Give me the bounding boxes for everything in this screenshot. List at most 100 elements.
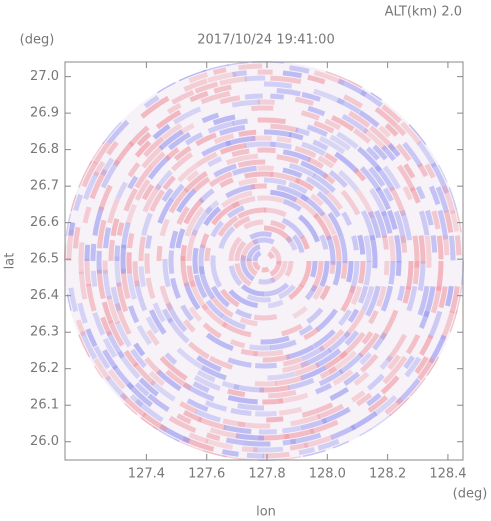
radar-texture bbox=[180, 244, 188, 262]
radar-texture bbox=[366, 373, 385, 391]
radar-texture bbox=[374, 164, 396, 192]
x-tick-label: 128.2 bbox=[369, 467, 406, 482]
radar-texture bbox=[75, 319, 87, 337]
y-tick-label: 26.7 bbox=[30, 179, 59, 194]
radar-texture bbox=[341, 211, 353, 226]
radar-texture bbox=[223, 424, 252, 435]
radar-texture bbox=[319, 211, 337, 236]
radar-texture bbox=[176, 413, 192, 425]
radar-texture bbox=[147, 393, 170, 413]
radar-texture bbox=[319, 284, 331, 301]
radar-texture bbox=[270, 75, 302, 85]
radar-texture bbox=[93, 357, 112, 382]
radar-texture bbox=[159, 218, 170, 237]
radar-texture bbox=[188, 306, 203, 322]
radar-texture bbox=[107, 119, 130, 144]
radar-texture bbox=[134, 140, 152, 158]
radar-texture bbox=[134, 398, 164, 423]
radar-texture bbox=[128, 125, 150, 147]
radar-texture bbox=[107, 197, 121, 224]
radar-texture bbox=[268, 389, 297, 399]
radar-texture bbox=[288, 181, 308, 195]
radar-texture bbox=[387, 354, 402, 371]
radar-texture bbox=[363, 260, 372, 286]
radar-texture bbox=[238, 63, 263, 71]
radar-texture bbox=[351, 235, 359, 251]
radar-texture bbox=[221, 449, 239, 457]
radar-texture bbox=[278, 406, 303, 416]
radar-texture bbox=[394, 234, 402, 263]
radar-texture bbox=[73, 193, 83, 212]
radar-texture bbox=[196, 355, 222, 373]
radar-texture bbox=[84, 244, 91, 262]
radar-texture bbox=[368, 166, 386, 188]
radar-texture bbox=[395, 143, 412, 162]
radar-texture bbox=[142, 183, 162, 213]
radar-texture bbox=[162, 258, 171, 288]
radar-texture bbox=[235, 433, 265, 441]
radar-texture bbox=[138, 266, 147, 288]
radar-texture bbox=[288, 162, 316, 179]
radar-texture bbox=[409, 186, 421, 204]
radar-texture bbox=[230, 407, 252, 416]
radar-texture bbox=[441, 185, 456, 215]
radar-texture bbox=[289, 442, 309, 451]
radar-texture bbox=[119, 392, 147, 418]
radar-texture bbox=[188, 432, 209, 444]
radar-texture bbox=[281, 323, 303, 337]
radar-texture bbox=[140, 95, 170, 119]
radar-texture bbox=[106, 295, 121, 325]
radar-texture bbox=[187, 341, 210, 360]
radar-texture bbox=[275, 375, 303, 386]
radar-texture bbox=[270, 220, 287, 231]
radar-texture bbox=[307, 105, 326, 117]
radar-texture bbox=[404, 356, 422, 378]
radar-texture bbox=[403, 163, 416, 179]
radar-texture bbox=[319, 135, 346, 155]
radar-texture bbox=[237, 403, 265, 411]
radar-texture bbox=[218, 225, 236, 250]
radar-texture bbox=[400, 235, 408, 253]
radar-texture bbox=[430, 285, 442, 314]
radar-texture bbox=[276, 87, 301, 97]
radar-texture bbox=[144, 357, 163, 376]
radar-texture bbox=[358, 109, 380, 128]
radar-texture bbox=[344, 330, 360, 346]
radar-texture bbox=[402, 185, 413, 201]
radar-texture bbox=[252, 237, 275, 246]
radar-texture bbox=[198, 188, 215, 204]
radar-texture bbox=[312, 173, 336, 193]
radar-texture bbox=[310, 260, 324, 293]
radar-texture bbox=[175, 228, 186, 249]
radar-texture bbox=[369, 234, 378, 269]
radar-texture bbox=[304, 284, 318, 301]
radar-texture bbox=[357, 234, 366, 255]
radar-texture bbox=[348, 110, 371, 128]
radar-texture bbox=[234, 263, 252, 287]
radar-texture bbox=[240, 348, 258, 357]
radar-texture bbox=[212, 114, 236, 126]
radar-texture bbox=[365, 146, 380, 161]
radar-texture bbox=[123, 187, 138, 212]
radar-texture bbox=[207, 156, 223, 168]
radar-texture bbox=[251, 61, 284, 64]
radar-texture bbox=[253, 349, 284, 357]
radar-texture bbox=[395, 260, 402, 277]
radar-texture bbox=[246, 452, 265, 459]
radar-texture bbox=[196, 369, 216, 383]
radar-texture bbox=[346, 260, 354, 283]
radar-texture bbox=[284, 260, 294, 277]
radar-texture bbox=[378, 125, 392, 138]
radar-texture bbox=[338, 169, 360, 192]
radar-texture bbox=[233, 384, 265, 393]
x-tick-label: 127.4 bbox=[128, 467, 165, 482]
radar-texture bbox=[141, 212, 153, 236]
radar-texture bbox=[290, 413, 321, 427]
radar-texture bbox=[232, 216, 251, 229]
radar-texture bbox=[337, 78, 367, 97]
radar-texture bbox=[192, 381, 210, 393]
radar-texture bbox=[324, 152, 338, 164]
radar-texture bbox=[312, 139, 329, 151]
radar-texture bbox=[115, 181, 128, 200]
radar-texture bbox=[204, 247, 211, 262]
